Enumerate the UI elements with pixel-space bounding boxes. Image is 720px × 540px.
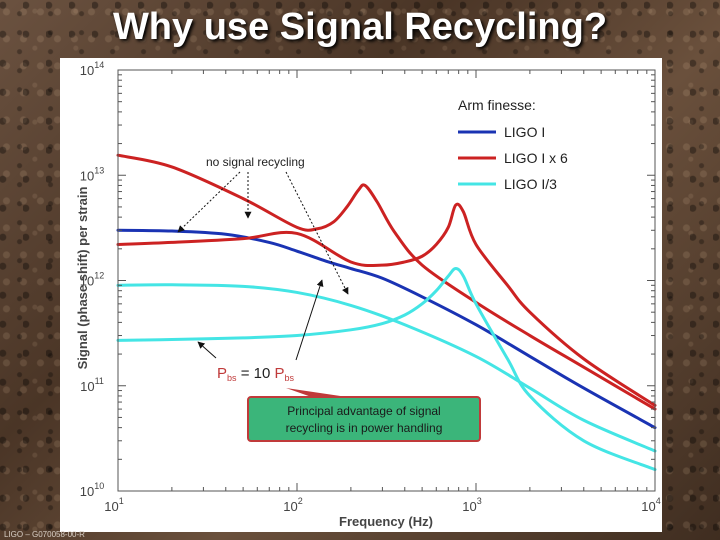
power-equation: Pbs = 10 Pbs xyxy=(217,365,295,383)
power-p1: P xyxy=(217,365,227,382)
slide-title: Why use Signal Recycling? xyxy=(112,6,608,48)
y-tick-label: 1012 xyxy=(80,271,104,289)
series-line-2 xyxy=(116,202,657,407)
legend-title: Arm finesse: xyxy=(458,97,536,113)
chart-tick-layer: 101 102 103 104 1010 1011 1012 1013 1014 xyxy=(80,60,661,514)
chart-annotation-layer: no signal recycling Pbs = 10 Pbs Princip… xyxy=(177,155,481,442)
x-tick-label: 103 xyxy=(462,496,481,514)
power-eq: = 10 xyxy=(237,365,275,382)
power-arrow-up xyxy=(295,279,324,361)
chart-svg: 101 102 103 104 1010 1011 1012 1013 1014 no sign… xyxy=(75,60,661,529)
power-arrow-left xyxy=(197,341,217,359)
x-tick-label: 102 xyxy=(283,496,302,514)
y-tick-label: 1011 xyxy=(80,376,104,394)
callout-line-1: Principal advantage of signal xyxy=(287,404,440,418)
power-sub2: bs xyxy=(285,373,295,383)
slide-footer: LIGO – G070058-00-R xyxy=(4,530,85,539)
x-axis-label: Frequency (Hz) xyxy=(339,514,433,529)
x-tick-label: 101 xyxy=(104,496,123,514)
series-line-0 xyxy=(116,228,657,430)
legend-label: LIGO I/3 xyxy=(504,176,557,192)
series-line-4 xyxy=(116,267,657,472)
no-recycling-label: no signal recycling xyxy=(206,155,305,169)
legend-label: LIGO I x 6 xyxy=(504,150,568,166)
x-tick-label: 104 xyxy=(641,496,660,514)
chart-series-layer xyxy=(116,153,657,472)
no-recycling-arrow-3 xyxy=(285,171,349,295)
y-axis-label: Signal (phase shift) per strain xyxy=(75,187,90,370)
power-p2: P xyxy=(274,365,284,382)
series-line-3 xyxy=(116,283,657,453)
y-tick-label: 1010 xyxy=(80,481,104,499)
callout-line-2: recycling is in power handling xyxy=(286,421,443,435)
power-sub1: bs xyxy=(227,373,237,383)
chart-legend: Arm finesse: LIGO I LIGO I x 6 LIGO I/3 xyxy=(458,97,568,192)
y-tick-label: 1013 xyxy=(80,165,104,183)
y-tick-label: 1014 xyxy=(80,60,104,78)
callout-box xyxy=(247,396,481,442)
legend-label: LIGO I xyxy=(504,124,545,140)
series-line-1 xyxy=(116,153,657,411)
chart-panel: 101 102 103 104 1010 1011 1012 1013 1014 no sign… xyxy=(60,58,662,532)
